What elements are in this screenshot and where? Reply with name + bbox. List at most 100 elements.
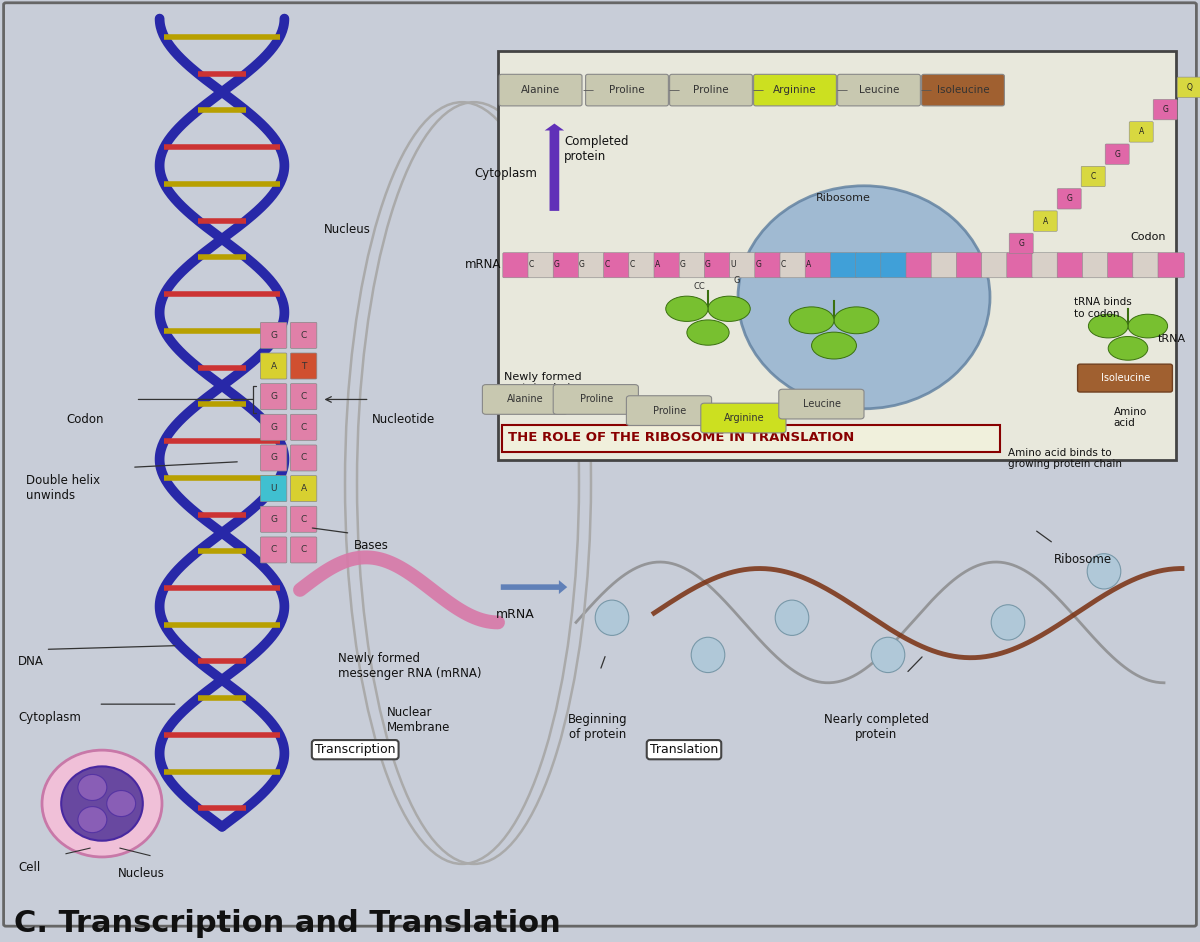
Ellipse shape <box>595 600 629 636</box>
Text: CC: CC <box>694 283 706 291</box>
FancyBboxPatch shape <box>881 252 907 278</box>
Text: Proline: Proline <box>694 85 728 95</box>
FancyBboxPatch shape <box>260 322 287 349</box>
Text: A: A <box>270 362 277 370</box>
FancyBboxPatch shape <box>482 384 568 414</box>
Text: G: G <box>733 276 740 284</box>
Ellipse shape <box>1128 315 1168 338</box>
Ellipse shape <box>834 307 878 333</box>
FancyBboxPatch shape <box>626 396 712 426</box>
Text: G: G <box>580 260 584 269</box>
Text: Codon: Codon <box>66 414 103 427</box>
Ellipse shape <box>811 333 857 359</box>
Text: C: C <box>270 545 277 555</box>
Text: G: G <box>270 392 277 401</box>
Ellipse shape <box>78 806 107 833</box>
Text: Codon: Codon <box>1130 233 1166 242</box>
Text: Arginine: Arginine <box>773 85 817 95</box>
Ellipse shape <box>708 296 750 321</box>
FancyBboxPatch shape <box>1033 211 1057 232</box>
FancyBboxPatch shape <box>290 537 317 563</box>
Text: Proline: Proline <box>580 395 613 404</box>
Text: tRNA binds
to codon: tRNA binds to codon <box>1074 298 1132 318</box>
Text: G: G <box>680 260 685 269</box>
Text: Nucleus: Nucleus <box>324 223 371 236</box>
FancyBboxPatch shape <box>1177 77 1200 98</box>
Text: C: C <box>300 514 307 524</box>
Text: Nucleotide: Nucleotide <box>372 414 436 427</box>
Ellipse shape <box>1088 315 1128 338</box>
Text: C: C <box>605 260 610 269</box>
FancyBboxPatch shape <box>260 353 287 379</box>
Ellipse shape <box>790 307 834 333</box>
Text: DNA: DNA <box>18 655 44 668</box>
Text: G: G <box>1067 194 1072 203</box>
Ellipse shape <box>666 296 708 321</box>
FancyBboxPatch shape <box>1009 234 1033 253</box>
Text: G: G <box>270 514 277 524</box>
Text: A: A <box>655 260 660 269</box>
Text: Double helix
unwinds: Double helix unwinds <box>26 474 101 502</box>
FancyBboxPatch shape <box>1129 122 1153 142</box>
FancyBboxPatch shape <box>1158 252 1184 278</box>
FancyBboxPatch shape <box>1082 252 1109 278</box>
Text: Nuclear
Membrane: Nuclear Membrane <box>386 706 450 734</box>
FancyBboxPatch shape <box>290 383 317 410</box>
Text: C. Transcription and Translation: C. Transcription and Translation <box>14 908 562 937</box>
Text: G: G <box>1163 106 1168 114</box>
Text: —: — <box>582 85 593 95</box>
Text: G: G <box>756 260 761 269</box>
FancyBboxPatch shape <box>1057 188 1081 209</box>
Text: Translation: Translation <box>650 743 718 756</box>
FancyBboxPatch shape <box>670 74 752 106</box>
FancyBboxPatch shape <box>629 252 655 278</box>
FancyBboxPatch shape <box>553 384 638 414</box>
Text: —: — <box>752 85 763 95</box>
FancyBboxPatch shape <box>838 74 920 106</box>
Text: C: C <box>300 453 307 463</box>
FancyBboxPatch shape <box>260 383 287 410</box>
FancyBboxPatch shape <box>578 252 605 278</box>
Text: Proline: Proline <box>653 406 686 415</box>
Text: T: T <box>301 362 306 370</box>
Text: Completed
protein: Completed protein <box>564 135 629 163</box>
FancyBboxPatch shape <box>922 74 1004 106</box>
FancyBboxPatch shape <box>679 252 706 278</box>
Text: Q: Q <box>1187 83 1192 91</box>
Text: Nucleus: Nucleus <box>118 867 164 880</box>
Text: G: G <box>554 260 559 269</box>
FancyBboxPatch shape <box>931 252 958 278</box>
Text: G: G <box>706 260 710 269</box>
Text: C: C <box>1091 172 1096 181</box>
FancyBboxPatch shape <box>586 74 668 106</box>
Text: —: — <box>920 85 931 95</box>
Text: mRNA: mRNA <box>496 609 534 622</box>
FancyBboxPatch shape <box>1081 167 1105 187</box>
FancyBboxPatch shape <box>1078 365 1172 392</box>
Ellipse shape <box>78 774 107 801</box>
Text: C: C <box>300 331 307 340</box>
FancyBboxPatch shape <box>1108 252 1134 278</box>
FancyBboxPatch shape <box>830 252 857 278</box>
Text: Isoleucine: Isoleucine <box>1100 373 1151 383</box>
Ellipse shape <box>61 767 143 840</box>
Text: U: U <box>731 260 736 269</box>
Text: Alanine: Alanine <box>521 85 560 95</box>
Ellipse shape <box>991 605 1025 640</box>
Text: Amino
acid: Amino acid <box>1114 407 1147 429</box>
Text: Alanine: Alanine <box>508 395 544 404</box>
Text: Bases: Bases <box>354 539 389 552</box>
Text: A: A <box>806 260 811 269</box>
FancyBboxPatch shape <box>290 476 317 502</box>
Text: Newly formed
messenger RNA (mRNA): Newly formed messenger RNA (mRNA) <box>338 652 482 680</box>
Text: G: G <box>270 331 277 340</box>
Text: A: A <box>300 484 307 493</box>
FancyBboxPatch shape <box>730 252 756 278</box>
Ellipse shape <box>107 790 136 817</box>
Text: A: A <box>1043 217 1048 225</box>
Text: U: U <box>270 484 277 493</box>
FancyBboxPatch shape <box>604 252 630 278</box>
FancyBboxPatch shape <box>982 252 1008 278</box>
Text: C: C <box>781 260 786 269</box>
Text: G: G <box>1019 239 1024 248</box>
